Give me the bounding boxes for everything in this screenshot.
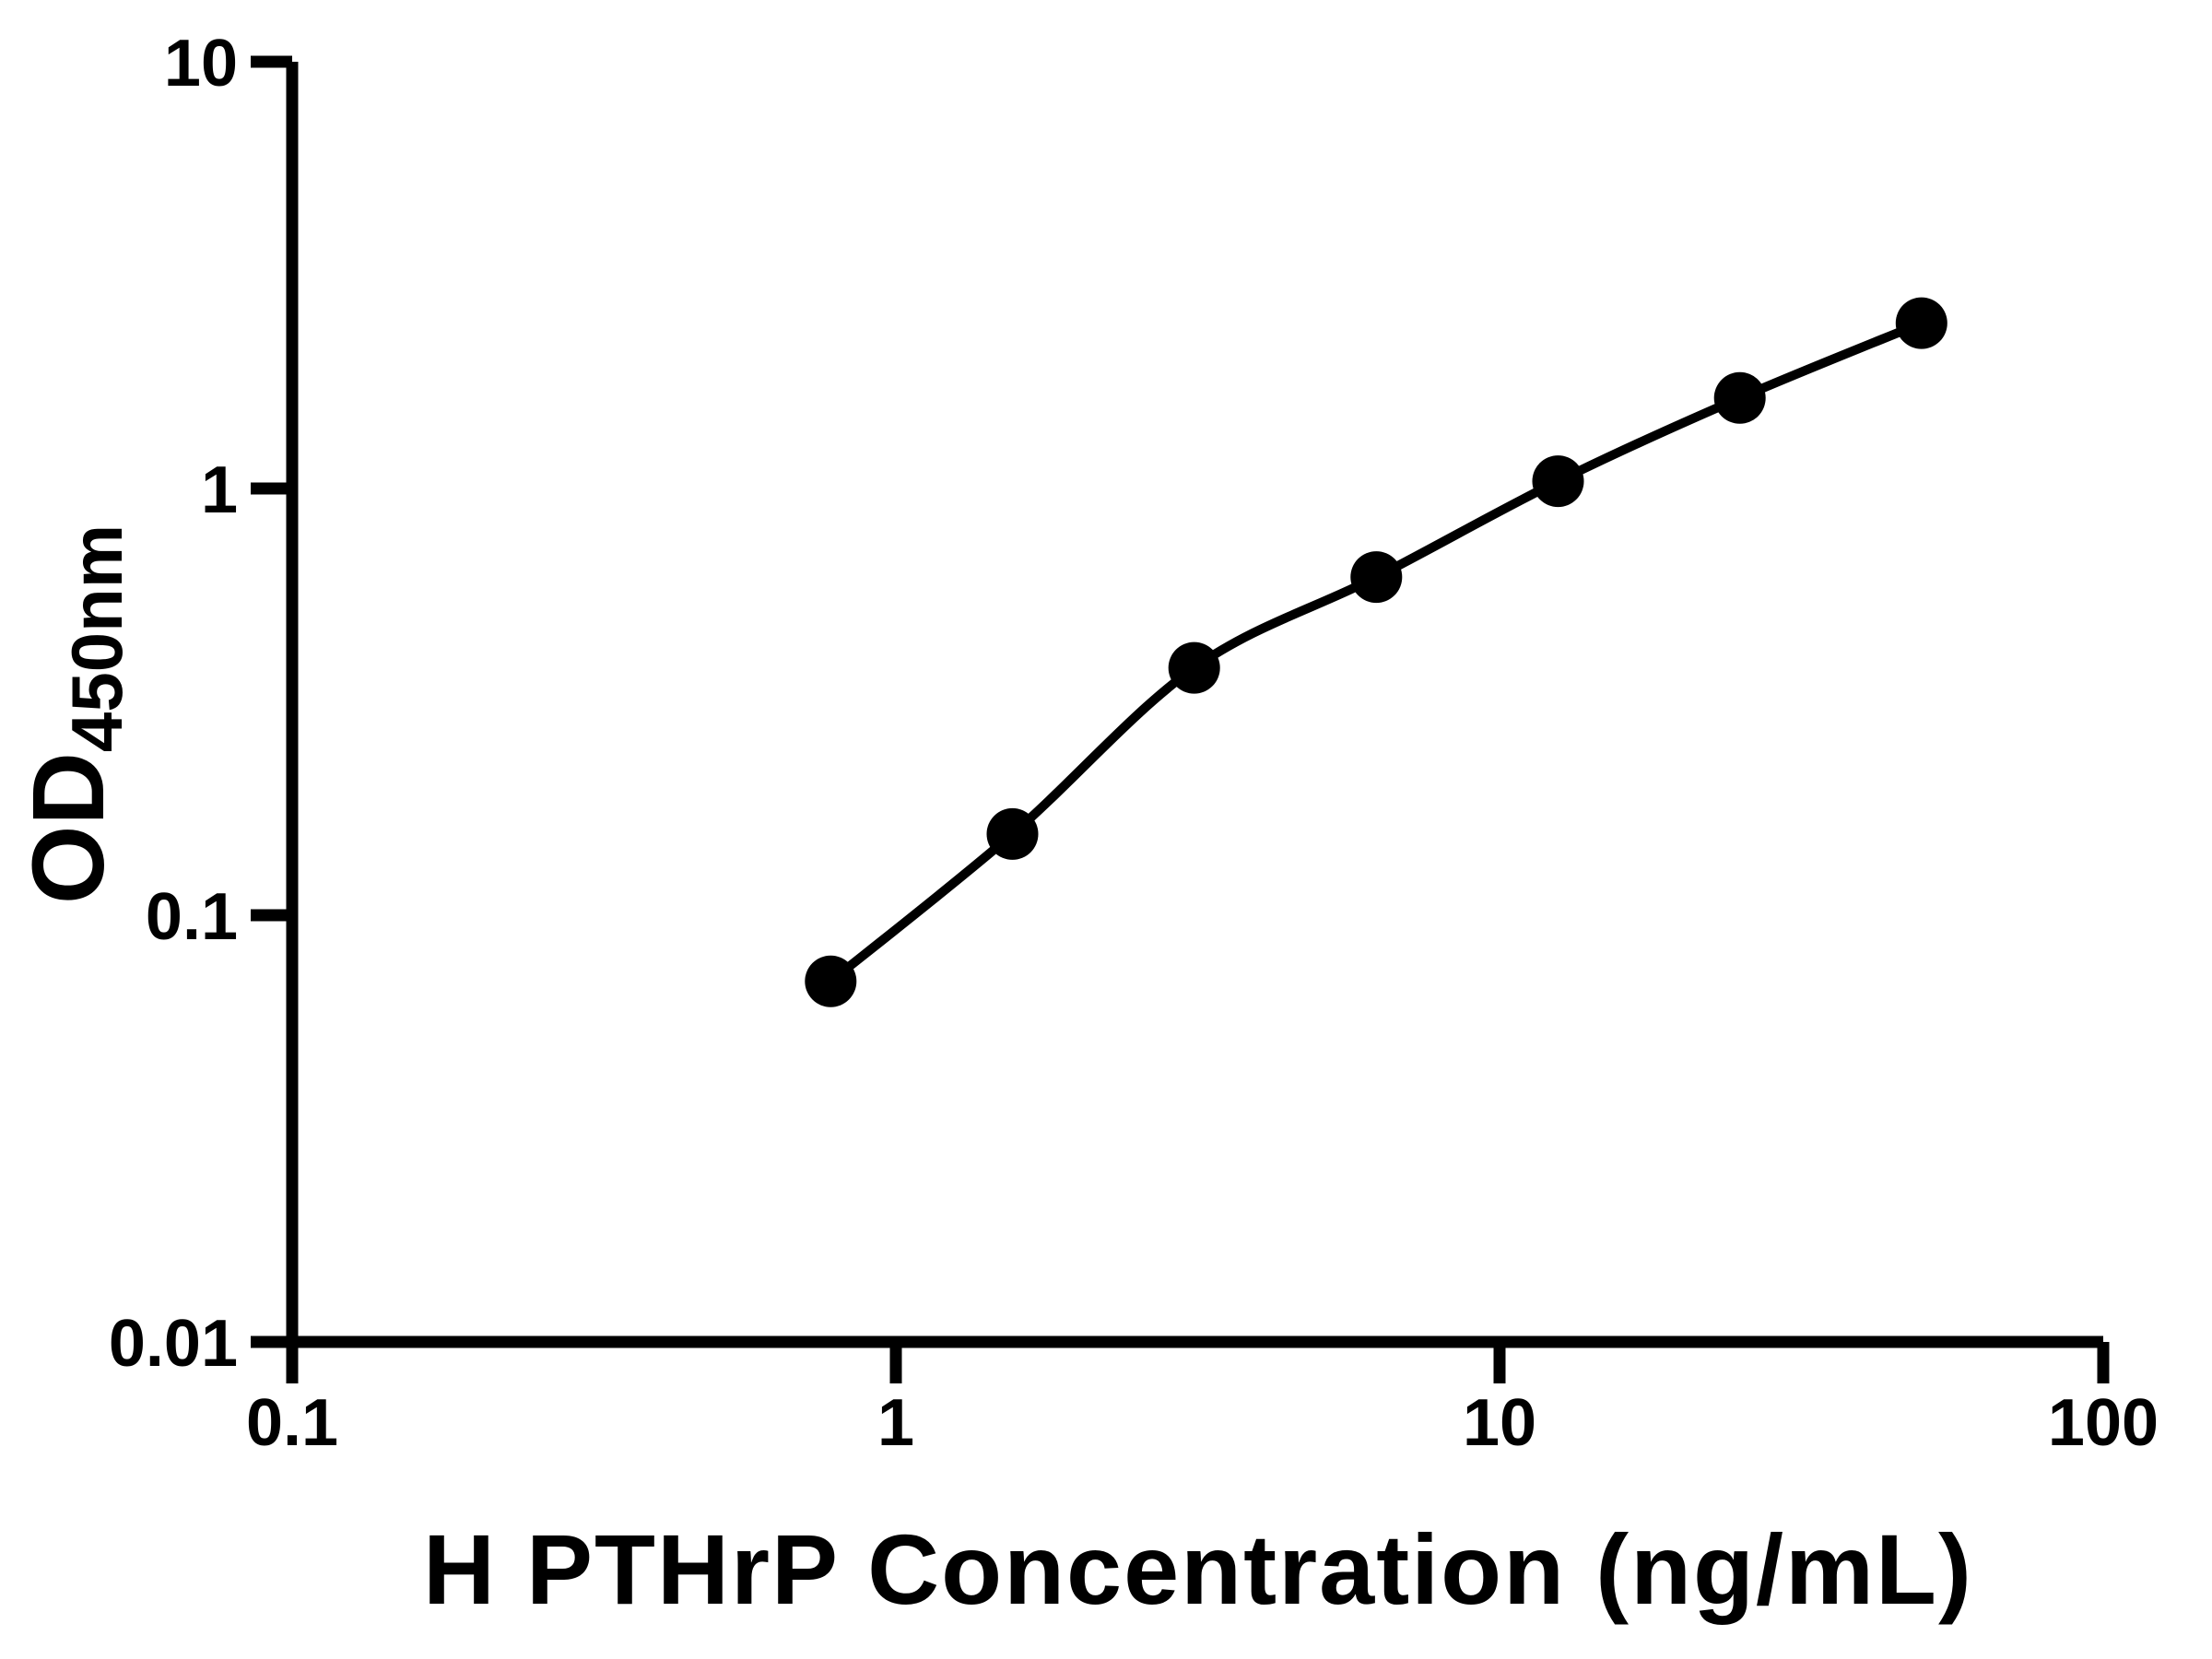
y-axis-title-main: OD bbox=[12, 752, 125, 904]
data-point bbox=[1168, 641, 1220, 694]
data-point bbox=[1350, 551, 1403, 604]
x-tick-label: 10 bbox=[1463, 1386, 1536, 1460]
y-axis-title-sub: 450nm bbox=[56, 524, 137, 752]
x-ticks bbox=[286, 1342, 2110, 1383]
y-tick-label: 0.1 bbox=[146, 880, 238, 954]
y-ticks bbox=[251, 55, 292, 1348]
data-points bbox=[805, 297, 1947, 1007]
x-tick-labels: 0.1 1 10 100 bbox=[246, 1386, 2159, 1460]
x-tick-label: 100 bbox=[2048, 1386, 2159, 1460]
y-tick-labels: 0.01 0.1 1 10 bbox=[109, 27, 238, 1381]
x-tick-label: 1 bbox=[877, 1386, 914, 1460]
data-point bbox=[1895, 297, 1947, 349]
y-tick-label: 0.01 bbox=[109, 1307, 238, 1381]
y-axis-title: OD450nm bbox=[12, 524, 137, 904]
y-tick-label: 10 bbox=[164, 27, 238, 100]
x-axis-title: H PTHrP Concentration (ng/mL) bbox=[423, 1513, 1973, 1625]
data-point bbox=[805, 955, 857, 1007]
data-point bbox=[1532, 455, 1584, 508]
axis-line bbox=[286, 62, 2103, 1348]
y-tick-label: 1 bbox=[201, 453, 238, 527]
data-point bbox=[986, 807, 1039, 860]
x-tick-label: 0.1 bbox=[246, 1386, 338, 1460]
fit-curve bbox=[826, 318, 1926, 986]
data-point bbox=[1713, 371, 1766, 424]
